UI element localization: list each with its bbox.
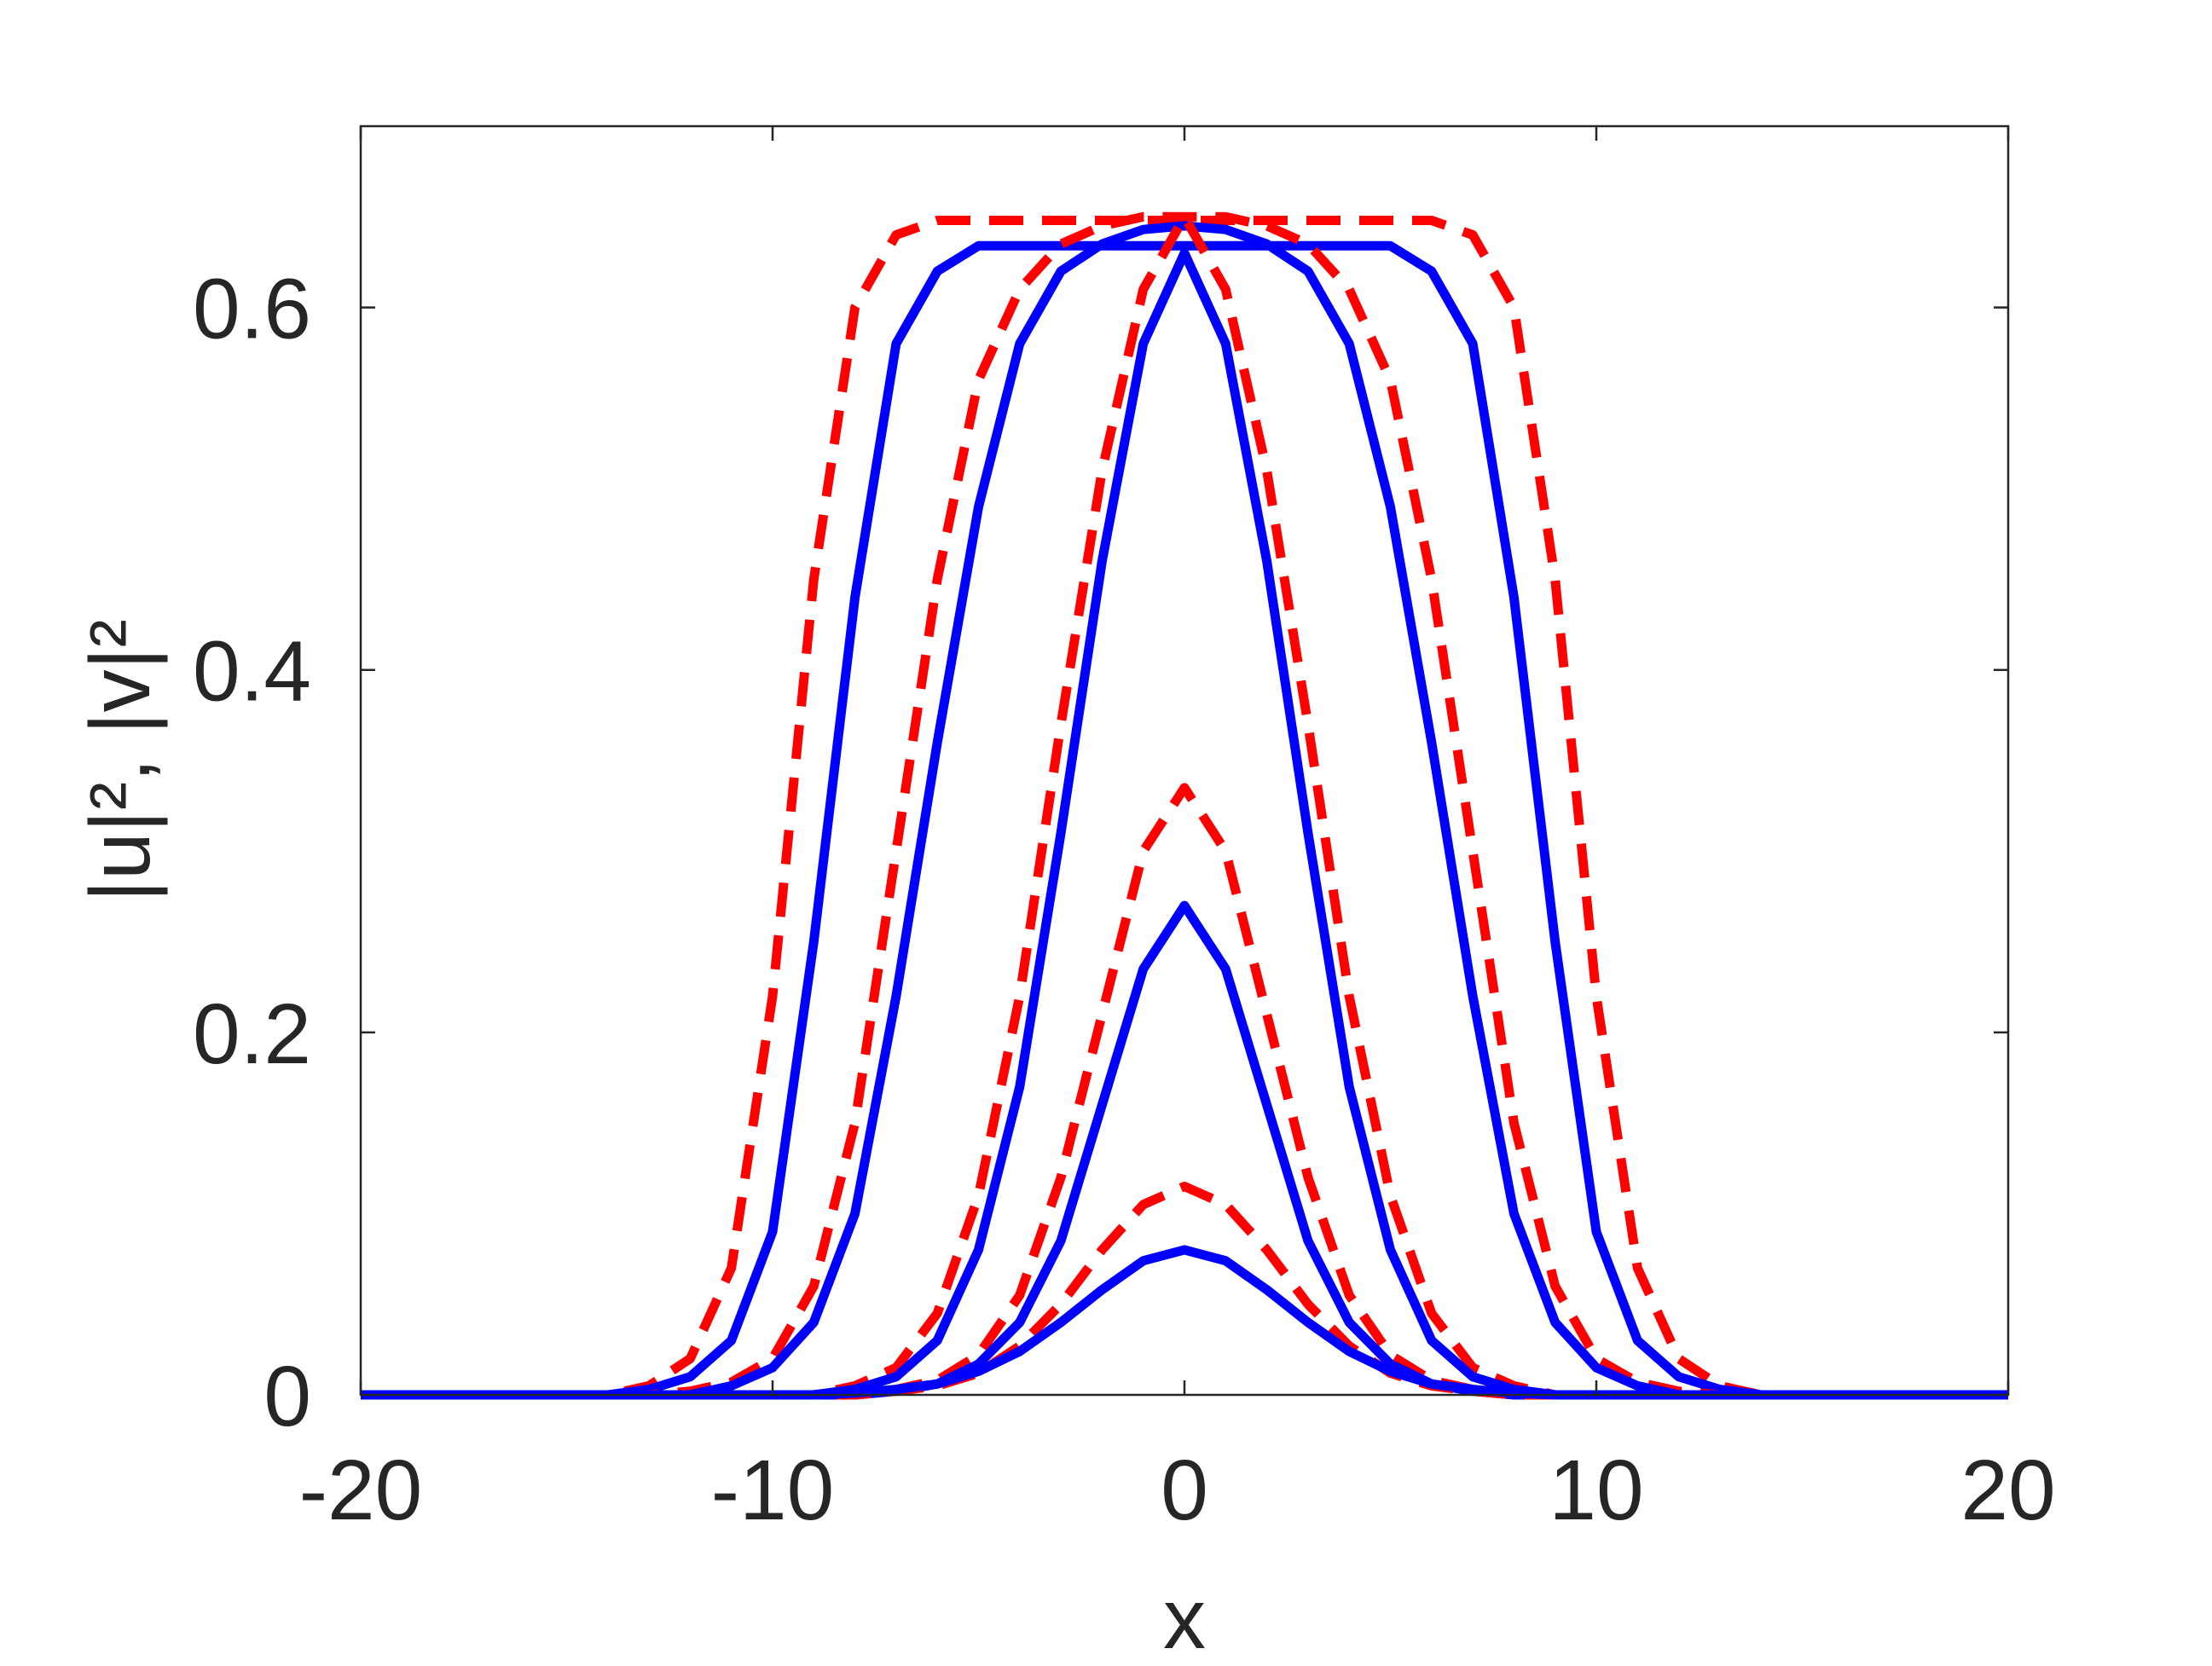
y-tick-label: 0 xyxy=(263,1349,311,1444)
x-tick-label: -20 xyxy=(299,1443,423,1538)
y-tick-label: 0.2 xyxy=(193,986,311,1082)
ticks: -20 -10 0 10 20 0 0.2 0.4 0.6 xyxy=(193,126,2056,1538)
y-axis-label: |u|², |v|² xyxy=(72,619,168,902)
x-tick-label: -10 xyxy=(711,1443,835,1538)
x-tick-label: 20 xyxy=(1960,1443,2055,1538)
x-tick-label: 0 xyxy=(1161,1443,1208,1538)
y-tick-label: 0.4 xyxy=(193,624,311,720)
y-tick-label: 0.6 xyxy=(193,262,311,357)
x-tick-label: 10 xyxy=(1549,1443,1643,1538)
x-axis-label: x xyxy=(1163,1571,1206,1666)
